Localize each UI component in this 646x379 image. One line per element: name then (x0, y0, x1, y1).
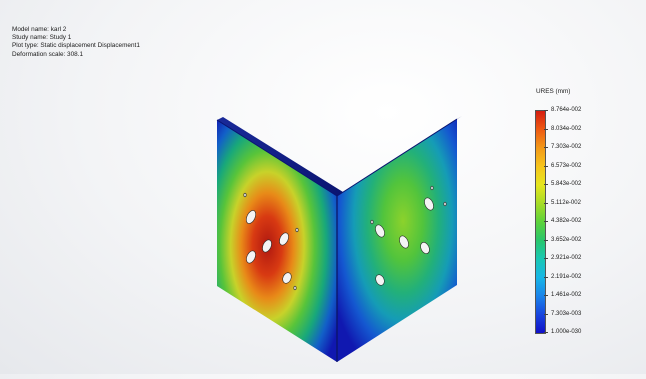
legend-color-bar[interactable] (535, 110, 546, 334)
left-panel-holes (243, 192, 299, 291)
right-panel-holes (370, 185, 447, 286)
study-name: Study name: Study 1 (12, 34, 72, 42)
right-panel (336, 116, 462, 362)
plot-type: Plot type: Static displacement Displacem… (12, 42, 140, 50)
study-info: Model name: karl 2 Study name: Study 1 P… (12, 26, 140, 59)
model-name: Model name: karl 2 (12, 26, 67, 33)
left-panel (216, 117, 343, 362)
legend-title: URES (mm) (536, 88, 571, 95)
deformation-scale: Deformation scale: 308.1 (12, 50, 84, 58)
